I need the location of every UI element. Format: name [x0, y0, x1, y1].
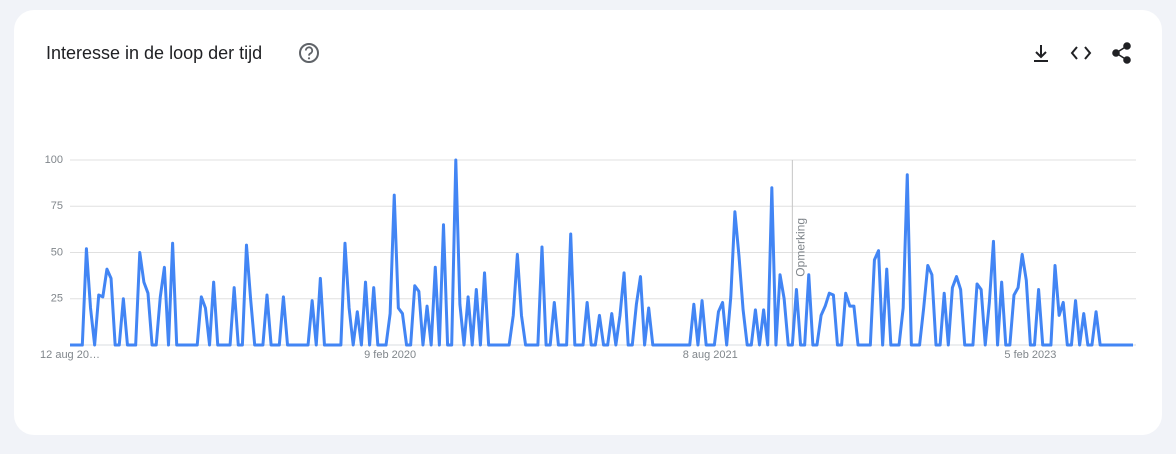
y-tick-label: 25 — [51, 293, 63, 305]
download-icon[interactable] — [1034, 45, 1048, 62]
x-tick-label: 5 feb 2023 — [1004, 349, 1056, 361]
chart-title: Interesse in de loop der tijd — [46, 43, 262, 63]
annotation-label: Opmerking — [794, 218, 808, 277]
x-tick-label: 12 aug 20… — [40, 349, 100, 361]
x-tick-label: 8 aug 2021 — [683, 349, 738, 361]
card — [14, 10, 1162, 435]
embed-icon[interactable] — [1070, 46, 1092, 60]
y-tick-label: 50 — [51, 246, 63, 258]
share-icon[interactable] — [1112, 42, 1131, 64]
y-tick-label: 100 — [45, 154, 63, 166]
help-icon[interactable] — [299, 43, 319, 63]
trend-line — [70, 158, 1133, 347]
y-tick-label: 75 — [51, 200, 63, 212]
x-tick-label: 9 feb 2020 — [364, 349, 416, 361]
